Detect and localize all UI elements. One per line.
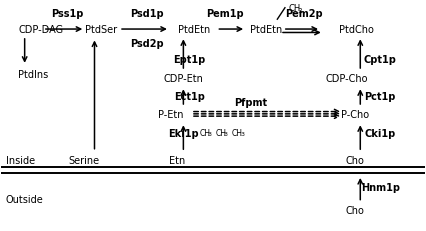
- Text: Pfpmt: Pfpmt: [234, 98, 267, 108]
- Text: Ept1p: Ept1p: [174, 55, 206, 64]
- Text: Pem2p: Pem2p: [285, 9, 323, 19]
- Text: Psd1p: Psd1p: [131, 9, 164, 19]
- Text: CH: CH: [288, 4, 301, 13]
- Text: Cpt1p: Cpt1p: [364, 55, 397, 64]
- Text: CDP-Etn: CDP-Etn: [164, 74, 203, 84]
- Text: Outside: Outside: [6, 194, 43, 204]
- Text: Pct1p: Pct1p: [365, 91, 396, 101]
- Text: CDP-Cho: CDP-Cho: [325, 74, 368, 84]
- Text: Etn: Etn: [169, 155, 185, 165]
- Text: CH: CH: [232, 128, 243, 137]
- Text: 3: 3: [208, 132, 212, 137]
- Text: Cki1p: Cki1p: [365, 129, 396, 139]
- Text: 3: 3: [298, 8, 302, 13]
- Text: P-Cho: P-Cho: [341, 109, 369, 119]
- Text: PtdIns: PtdIns: [18, 70, 49, 79]
- Text: CDP-DAG: CDP-DAG: [18, 25, 63, 35]
- Text: Inside: Inside: [6, 155, 35, 165]
- Text: Hnm1p: Hnm1p: [361, 182, 400, 192]
- Text: Cho: Cho: [345, 205, 364, 215]
- Text: Ect1p: Ect1p: [174, 91, 205, 101]
- Text: PtdEtn: PtdEtn: [250, 25, 282, 35]
- Text: Psd2p: Psd2p: [131, 39, 164, 49]
- Text: PtdCho: PtdCho: [340, 25, 374, 35]
- Text: Eki1p: Eki1p: [168, 129, 199, 139]
- Text: 3: 3: [240, 132, 244, 137]
- Text: Pem1p: Pem1p: [206, 9, 244, 19]
- Text: CH: CH: [199, 128, 210, 137]
- Text: Cho: Cho: [345, 155, 364, 165]
- Text: PtdSer: PtdSer: [85, 25, 117, 35]
- Text: Pss1p: Pss1p: [51, 9, 83, 19]
- Text: Serine: Serine: [68, 155, 100, 165]
- Text: CH: CH: [216, 128, 227, 137]
- Text: 3: 3: [224, 132, 228, 137]
- Text: P-Etn: P-Etn: [158, 109, 184, 119]
- Text: PtdEtn: PtdEtn: [178, 25, 210, 35]
